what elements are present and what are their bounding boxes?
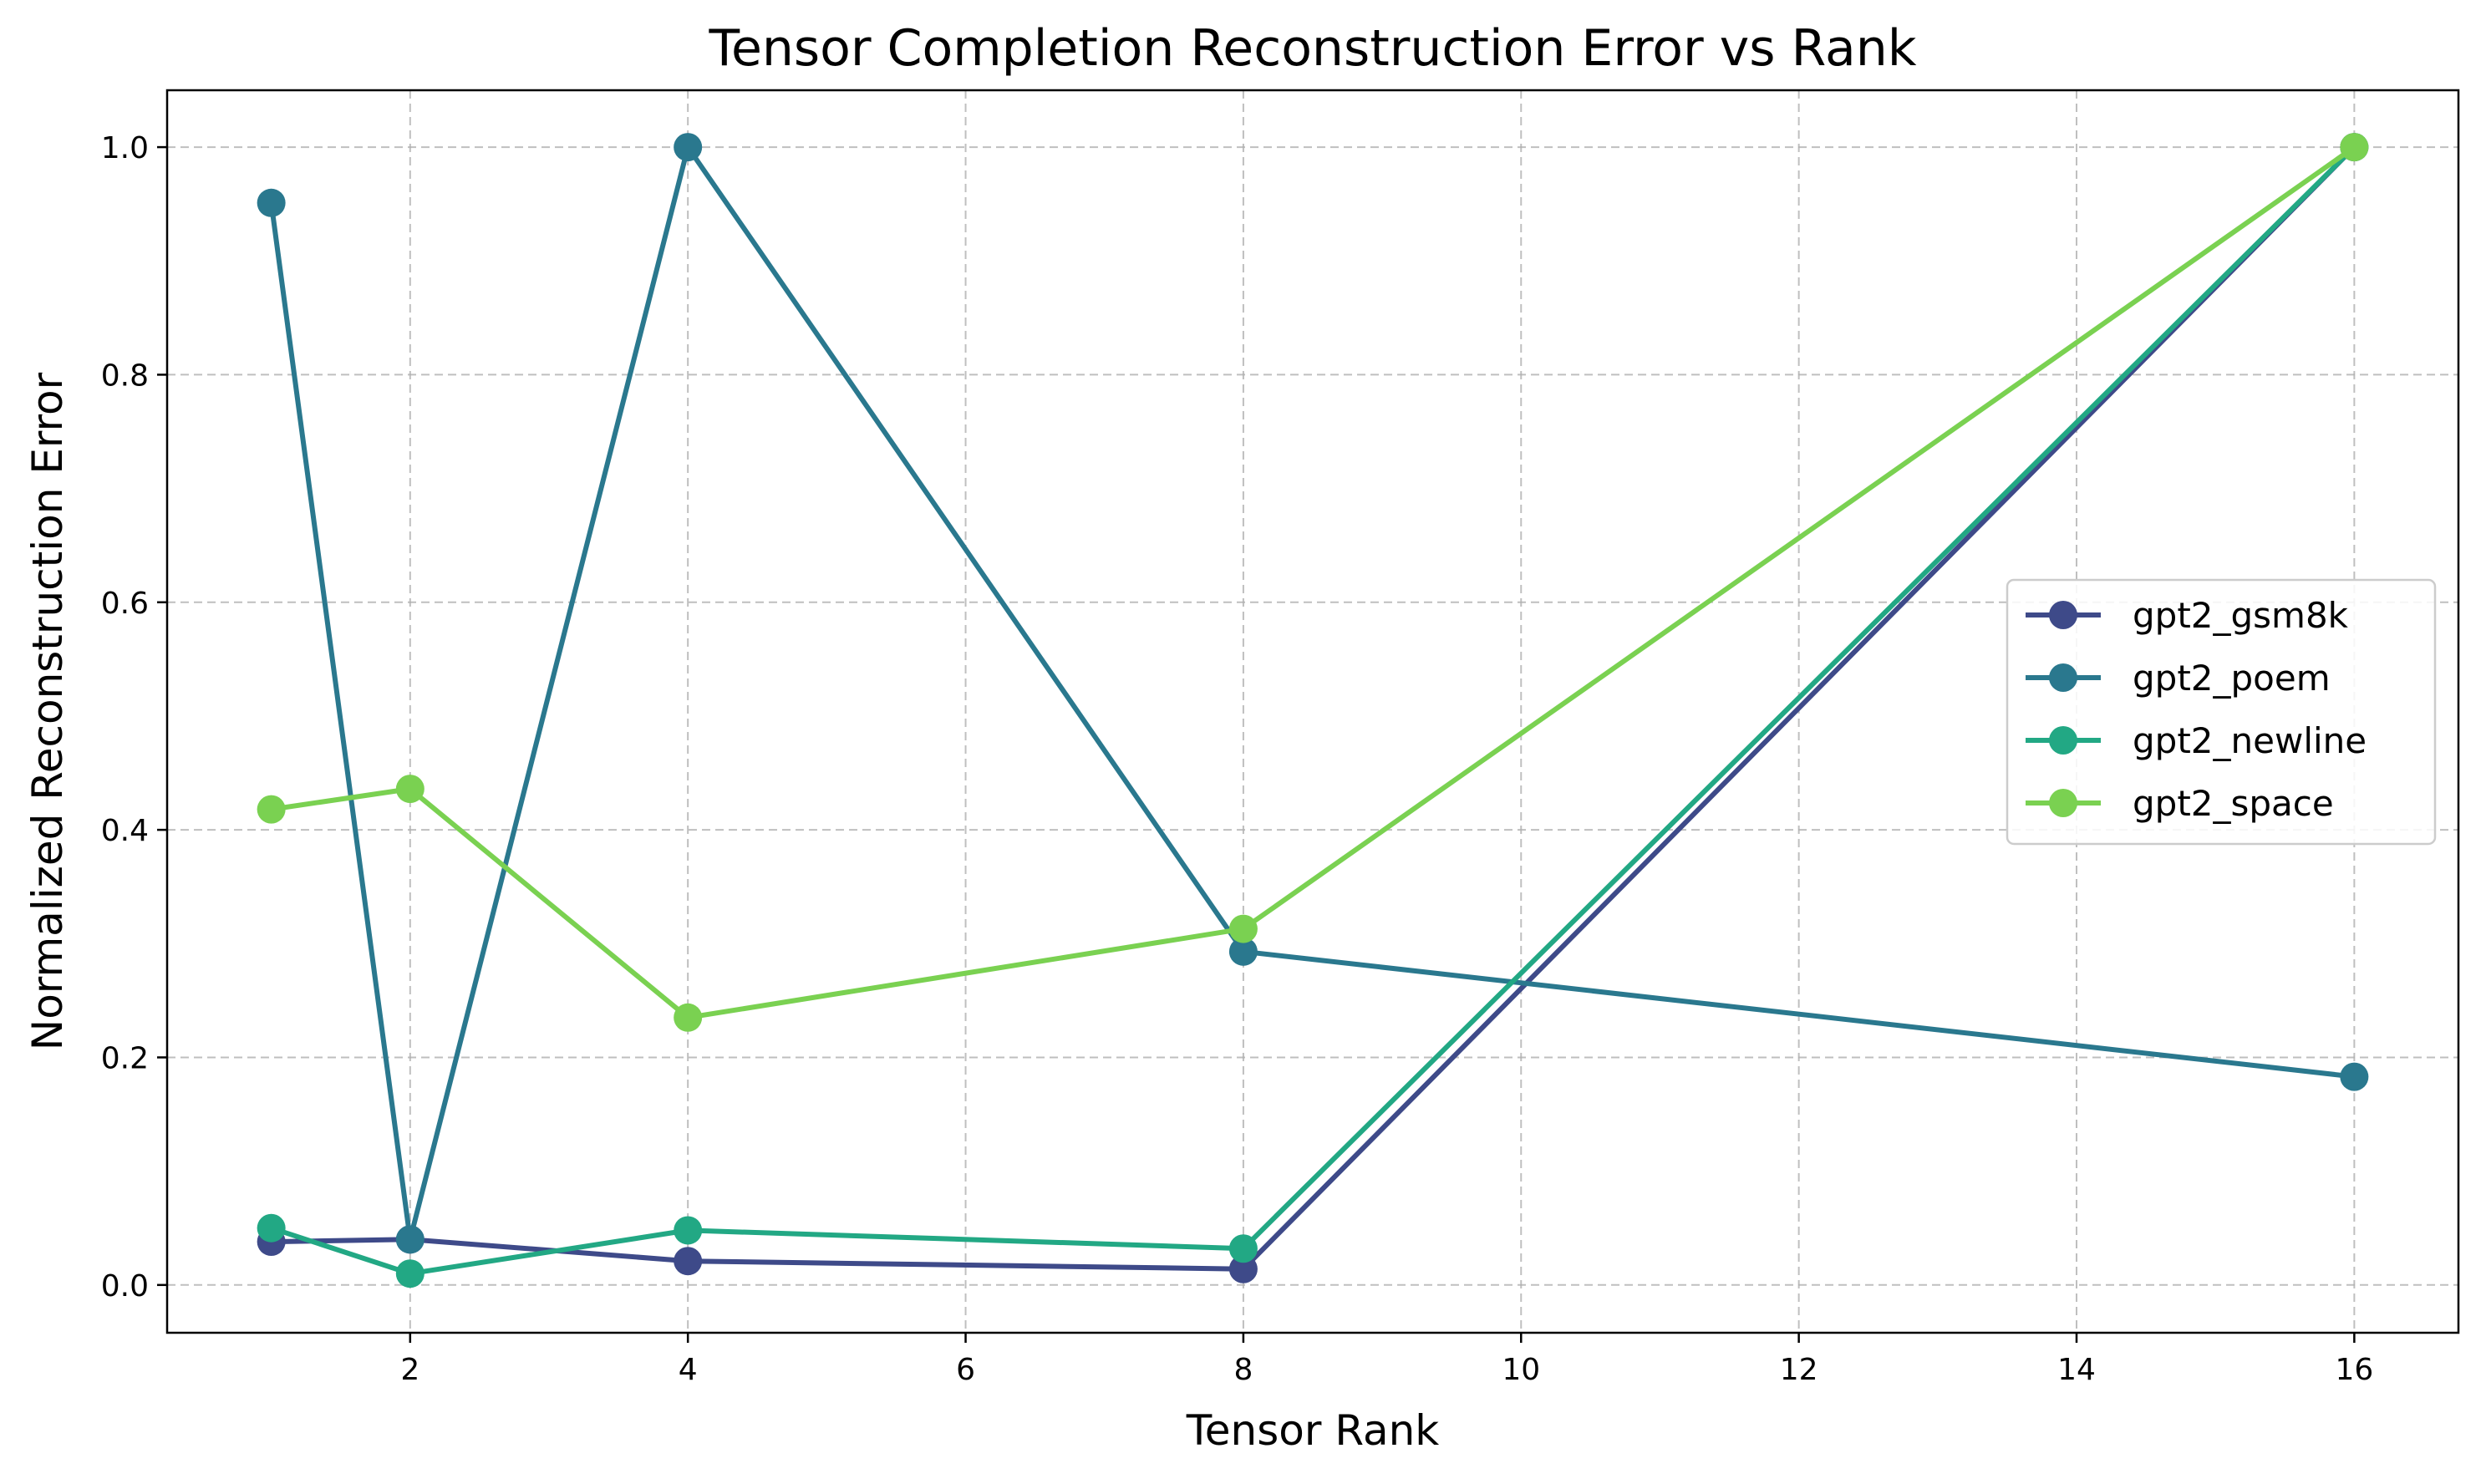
x-tick-label: 6 — [956, 1353, 975, 1387]
y-axis-ticks: 0.0 0.2 0.4 0.6 0.8 1.0 — [101, 131, 167, 1304]
x-tick-label: 16 — [2335, 1353, 2373, 1387]
data-point-gpt2-space — [1228, 914, 1258, 943]
legend-marker-gpt2-poem — [2049, 663, 2077, 692]
data-point-gpt2-poem — [674, 133, 703, 162]
series-gpt2-poem — [257, 133, 2369, 1254]
legend-marker-gpt2-space — [2049, 789, 2077, 817]
x-axis-ticks: 2 4 6 8 10 12 14 16 — [400, 1333, 2373, 1387]
legend-label-gpt2-poem: gpt2_poem — [2133, 658, 2331, 699]
data-point-gpt2-gsm8k — [1228, 1254, 1258, 1283]
data-point-gpt2-poem — [2340, 1062, 2369, 1091]
data-point-gpt2-poem — [395, 1225, 425, 1254]
y-axis-label: Normalized Reconstruction Error — [23, 372, 72, 1050]
data-point-gpt2-newline — [257, 1213, 286, 1243]
x-tick-label: 10 — [1502, 1353, 1540, 1387]
data-point-gpt2-space — [257, 795, 286, 824]
legend-item-gpt2-gsm8k: gpt2_gsm8k — [2026, 595, 2349, 636]
legend-marker-gpt2-newline — [2049, 726, 2077, 755]
x-tick-label: 2 — [400, 1353, 419, 1387]
data-point-gpt2-newline — [395, 1259, 425, 1288]
y-tick-label: 0.0 — [101, 1269, 149, 1304]
x-axis-label: Tensor Rank — [1186, 1406, 1440, 1455]
data-point-gpt2-space — [395, 775, 425, 804]
legend-label-gpt2-newline: gpt2_newline — [2133, 720, 2367, 761]
x-tick-label: 8 — [1233, 1353, 1253, 1387]
data-point-gpt2-space — [2340, 133, 2369, 162]
data-point-gpt2-space — [674, 1003, 703, 1032]
legend-item-gpt2-newline: gpt2_newline — [2026, 720, 2367, 761]
series-group — [257, 133, 2369, 1288]
data-point-gpt2-poem — [1228, 937, 1258, 966]
legend-marker-gpt2-gsm8k — [2049, 601, 2077, 629]
legend: gpt2_gsm8k gpt2_poem gpt2_newline gpt2_spac… — [2006, 578, 2437, 846]
legend-item-gpt2-poem: gpt2_poem — [2026, 658, 2331, 699]
plot-frame — [165, 89, 2460, 1334]
grid — [167, 90, 2458, 1333]
y-tick-label: 0.2 — [101, 1041, 149, 1075]
y-tick-label: 0.4 — [101, 814, 149, 848]
x-tick-label: 12 — [1780, 1353, 1818, 1387]
data-point-gpt2-newline — [1228, 1234, 1258, 1263]
data-point-gpt2-newline — [674, 1216, 703, 1245]
legend-label-gpt2-space: gpt2_space — [2133, 783, 2334, 824]
x-tick-label: 4 — [679, 1353, 698, 1387]
series-gpt2-space — [257, 133, 2369, 1032]
data-point-gpt2-poem — [257, 188, 286, 217]
chart-title: Tensor Completion Reconstruction Error v… — [708, 19, 1916, 78]
legend-box — [2006, 578, 2437, 846]
y-tick-label: 1.0 — [101, 131, 149, 165]
legend-label-gpt2-gsm8k: gpt2_gsm8k — [2133, 595, 2349, 636]
y-tick-label: 0.8 — [101, 358, 149, 393]
y-tick-label: 0.6 — [101, 587, 149, 621]
legend-item-gpt2-space: gpt2_space — [2026, 783, 2334, 824]
data-point-gpt2-gsm8k — [674, 1247, 703, 1276]
x-tick-label: 14 — [2057, 1353, 2096, 1387]
